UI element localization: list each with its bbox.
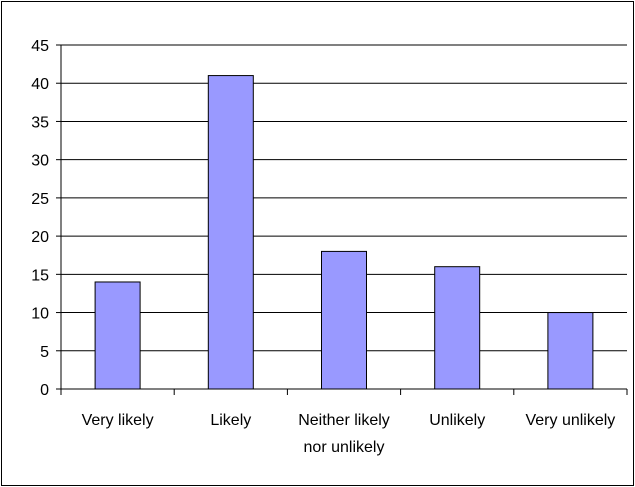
bar bbox=[434, 266, 481, 390]
x-tick-label: Very unlikely bbox=[525, 412, 615, 429]
y-tick-label: 35 bbox=[31, 114, 49, 131]
bar bbox=[321, 250, 367, 390]
x-tick-label: Unlikely bbox=[429, 412, 485, 429]
y-tick-label: 25 bbox=[31, 191, 49, 208]
y-tick-label: 15 bbox=[31, 267, 49, 284]
y-tick-label: 0 bbox=[40, 382, 49, 399]
y-tick-label: 20 bbox=[31, 229, 49, 246]
y-tick-label: 45 bbox=[31, 38, 49, 55]
x-tick-label: Likely bbox=[210, 412, 251, 429]
x-tick-label: Very likely bbox=[82, 412, 154, 429]
axes bbox=[56, 44, 628, 395]
x-tick-labels: Very likely Likely Neither likely nor unlik… bbox=[82, 412, 616, 456]
y-tick-label: 40 bbox=[31, 76, 49, 93]
gridlines bbox=[61, 44, 627, 352]
y-tick-label: 5 bbox=[40, 344, 49, 361]
y-tick-label: 30 bbox=[31, 153, 49, 170]
bar bbox=[94, 281, 141, 390]
y-tick-label: 10 bbox=[31, 306, 49, 323]
y-tick-labels: 0 5 10 15 20 25 30 35 40 45 bbox=[31, 38, 49, 399]
bar bbox=[207, 75, 254, 390]
x-tick-label: nor unlikely bbox=[304, 439, 385, 456]
bar bbox=[547, 312, 594, 390]
x-tick-label: Neither likely bbox=[298, 412, 390, 429]
bars bbox=[94, 75, 594, 390]
